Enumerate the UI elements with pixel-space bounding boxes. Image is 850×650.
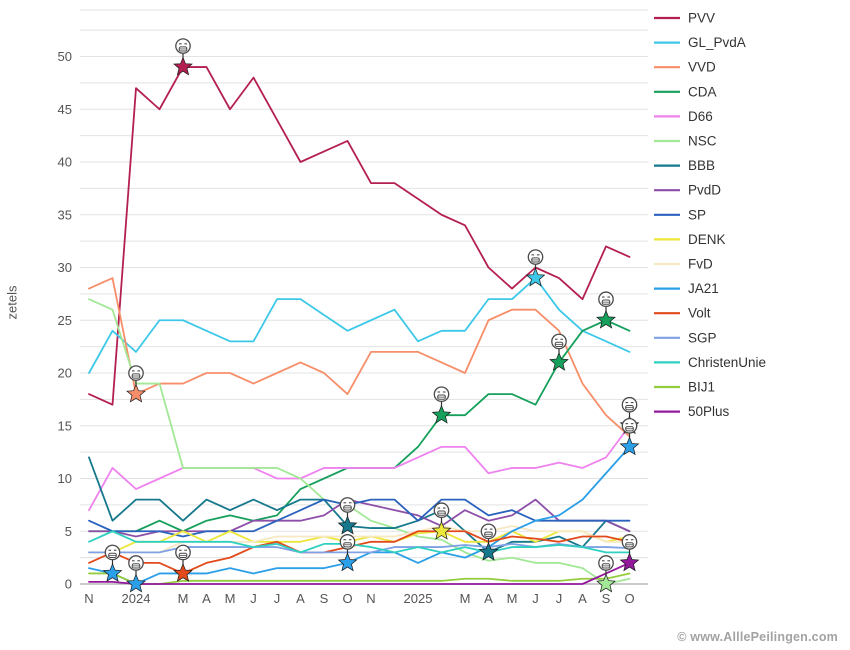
x-tick-label: J: [250, 591, 257, 606]
legend-label-FvD: FvD: [688, 257, 713, 272]
legend-label-PvdD: PvdD: [688, 183, 721, 198]
x-tick-label: O: [342, 591, 352, 606]
watermark: © www.AlllePeilingen.com: [677, 630, 838, 644]
star-marker-PVV: [173, 56, 193, 76]
y-tick-label: 30: [58, 260, 72, 275]
star-marker-CDA: [549, 351, 569, 371]
x-tick-label: S: [602, 591, 611, 606]
star-marker-JA21: [102, 563, 123, 582]
x-tick-label: M: [225, 591, 236, 606]
series-line-VVD: [88, 277, 631, 438]
legend-label-BIJ1: BIJ1: [688, 380, 715, 395]
y-tick-label: 0: [65, 577, 72, 592]
legend-label-50Plus: 50Plus: [688, 404, 730, 419]
legend-label-VVD: VVD: [688, 60, 716, 75]
star-marker-GL_PvdA: [525, 267, 546, 287]
x-tick-label: 2025: [404, 591, 433, 606]
star-marker-Volt: [173, 563, 193, 582]
legend-label-PVV: PVV: [688, 11, 715, 26]
series-line-50Plus: [88, 562, 631, 585]
x-tick-label: M: [507, 591, 518, 606]
legend-label-CDA: CDA: [688, 84, 717, 99]
legend-label-JA21: JA21: [688, 281, 719, 296]
x-tick-label: 2024: [122, 591, 151, 606]
x-tick-label: J: [532, 591, 539, 606]
legend-label-NSC: NSC: [688, 134, 717, 149]
series-line-NSC: [88, 298, 631, 585]
legend-label-ChristenUnie: ChristenUnie: [688, 355, 766, 370]
star-marker-50Plus: [619, 552, 640, 572]
series-line-BIJ1: [88, 572, 631, 585]
x-tick-label: M: [460, 591, 471, 606]
y-tick-label: 10: [58, 471, 72, 486]
legend-label-GL_PvdA: GL_PvdA: [688, 35, 746, 50]
legend-label-DENK: DENK: [688, 232, 726, 247]
x-tick-label: S: [320, 591, 329, 606]
x-tick-label: M: [178, 591, 189, 606]
star-marker-NSC: [596, 573, 616, 593]
x-tick-label: A: [296, 591, 305, 606]
legend-label-D66: D66: [688, 109, 713, 124]
x-tick-label: N: [84, 591, 93, 606]
star-marker-VVD: [126, 383, 146, 403]
x-tick-label: A: [484, 591, 493, 606]
star-marker-JA21: [619, 436, 640, 456]
star-marker-BBB: [478, 541, 499, 561]
star-marker-DENK: [431, 520, 452, 540]
star-marker-JA21: [126, 573, 146, 593]
y-tick-label: 15: [58, 418, 72, 433]
x-tick-label: A: [202, 591, 211, 606]
series-line-PVV: [88, 66, 631, 406]
y-tick-label: 25: [58, 313, 72, 328]
series-line-GL_PvdA: [88, 277, 631, 374]
y-axis-title: zetels: [4, 285, 20, 320]
x-tick-label: J: [274, 591, 281, 606]
x-tick-label: J: [556, 591, 563, 606]
series-line-FvD: [88, 525, 631, 554]
y-tick-label: 5: [65, 524, 72, 539]
legend-label-SP: SP: [688, 207, 706, 222]
x-tick-label: N: [366, 591, 375, 606]
legend-label-BBB: BBB: [688, 158, 715, 173]
series-line-ChristenUnie: [88, 530, 631, 554]
star-marker-BBB: [337, 515, 358, 535]
x-tick-label: O: [624, 591, 634, 606]
x-tick-label: A: [578, 591, 587, 606]
legend-label-SGP: SGP: [688, 330, 717, 345]
y-tick-label: 20: [58, 366, 72, 381]
y-tick-label: 40: [58, 155, 72, 170]
y-tick-label: 50: [58, 49, 72, 64]
legend-label-Volt: Volt: [688, 306, 711, 321]
series-line-D66: [88, 424, 631, 512]
star-marker-CDA: [596, 309, 616, 329]
y-tick-label: 45: [58, 102, 72, 117]
star-marker-CDA: [431, 404, 452, 424]
star-marker-JA21: [337, 552, 358, 572]
y-tick-label: 35: [58, 207, 72, 222]
